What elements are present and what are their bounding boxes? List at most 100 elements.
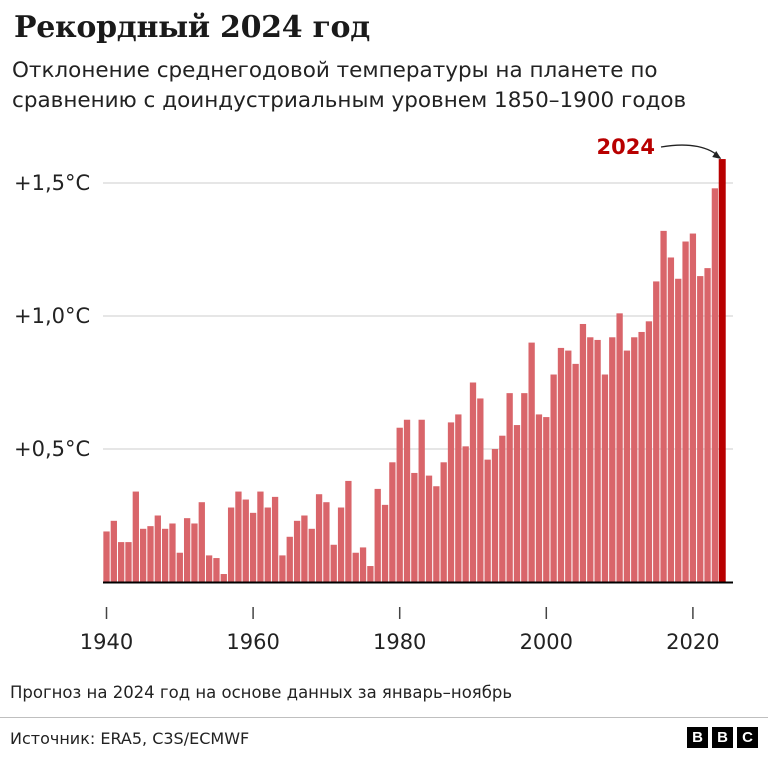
bar xyxy=(653,281,660,582)
bar xyxy=(557,347,565,582)
chart-title: Рекордный 2024 год xyxy=(14,10,370,45)
bar xyxy=(315,494,323,582)
bar-highlight xyxy=(718,159,726,582)
y-tick-label: +1,5°C xyxy=(14,171,90,195)
bar xyxy=(381,504,389,582)
chart-subtitle: Отклонение среднегодовой температуры на … xyxy=(12,58,687,113)
bar xyxy=(227,507,235,582)
bar xyxy=(594,339,601,582)
bar xyxy=(689,233,697,583)
bar xyxy=(638,331,645,582)
bar xyxy=(264,507,271,582)
bar xyxy=(462,446,469,582)
bar xyxy=(293,520,301,582)
bar-chart: +0,5°C +1,0°C +1,5°C 1940 1960 1980 2000 2020 2… xyxy=(14,135,733,654)
bar xyxy=(484,459,491,582)
bar xyxy=(631,337,638,582)
bar xyxy=(697,276,704,582)
bar xyxy=(118,542,125,582)
bar xyxy=(682,241,689,582)
bar xyxy=(271,496,279,582)
bar xyxy=(191,523,198,582)
bar xyxy=(169,523,176,582)
bar xyxy=(521,393,528,582)
bbc-logo: B B C xyxy=(687,727,758,748)
bar xyxy=(660,230,667,582)
bar xyxy=(455,414,462,582)
bbc-logo-letter: B xyxy=(712,727,733,748)
bar xyxy=(623,350,631,582)
footer-divider xyxy=(0,717,768,718)
bar xyxy=(374,488,381,582)
bar xyxy=(301,515,308,582)
bar xyxy=(242,499,249,582)
source-text: Источник: ERA5, C3S/ECMWF xyxy=(10,729,250,748)
bar xyxy=(132,491,139,582)
bar xyxy=(323,502,330,582)
bar xyxy=(565,350,572,582)
bar xyxy=(675,278,682,582)
x-tick-label: 1980 xyxy=(373,630,426,654)
bar xyxy=(125,542,132,582)
bar xyxy=(543,417,550,582)
bar xyxy=(601,374,609,582)
bar xyxy=(154,515,161,582)
y-tick-label: +1,0°C xyxy=(14,304,90,328)
bar xyxy=(550,374,557,582)
bar xyxy=(110,520,117,582)
highlight-annotation: 2024 xyxy=(597,135,722,160)
bar xyxy=(176,552,183,582)
bar xyxy=(535,414,543,582)
bar xyxy=(345,480,352,582)
bar xyxy=(440,462,447,582)
bar xyxy=(140,528,147,582)
bar xyxy=(609,337,616,582)
bar xyxy=(279,555,286,582)
bar xyxy=(330,544,337,582)
x-tick-label: 2000 xyxy=(520,630,573,654)
bar xyxy=(103,531,110,582)
x-tick-label: 1940 xyxy=(80,630,133,654)
bar xyxy=(147,526,154,582)
bar xyxy=(389,462,396,582)
bar xyxy=(161,528,169,582)
bar xyxy=(506,393,513,582)
bar xyxy=(477,398,484,582)
bar xyxy=(337,507,345,582)
bar xyxy=(433,486,440,582)
bar xyxy=(469,382,477,582)
bar xyxy=(235,491,242,582)
bar xyxy=(411,472,418,582)
bar xyxy=(359,547,367,582)
bar xyxy=(418,419,425,582)
arrow-head xyxy=(712,151,722,160)
bar xyxy=(213,558,220,582)
bar xyxy=(286,536,293,582)
bar xyxy=(513,425,521,582)
bar xyxy=(447,422,455,582)
bar xyxy=(396,427,403,582)
bar xyxy=(205,555,213,582)
bar xyxy=(198,502,205,582)
bar xyxy=(491,449,499,582)
bar xyxy=(528,342,535,582)
axis-labels: +0,5°C +1,0°C +1,5°C 1940 1960 1980 2000 2020 xyxy=(14,171,720,654)
bar xyxy=(425,475,433,582)
bar xyxy=(711,188,719,582)
forecast-note: Прогноз на 2024 год на основе данных за … xyxy=(10,683,513,702)
bar xyxy=(308,528,315,582)
bar xyxy=(616,313,623,582)
bar xyxy=(667,257,675,582)
highlight-label: 2024 xyxy=(597,135,655,159)
x-tick-label: 2020 xyxy=(666,630,719,654)
bar xyxy=(645,321,653,582)
bar xyxy=(587,337,594,582)
bar xyxy=(704,268,711,582)
x-axis xyxy=(103,581,733,619)
bar xyxy=(183,518,191,582)
y-tick-label: +0,5°C xyxy=(14,437,90,461)
bar xyxy=(352,552,359,582)
bar xyxy=(257,491,264,582)
bar xyxy=(499,435,506,582)
bbc-logo-letter: C xyxy=(737,727,758,748)
